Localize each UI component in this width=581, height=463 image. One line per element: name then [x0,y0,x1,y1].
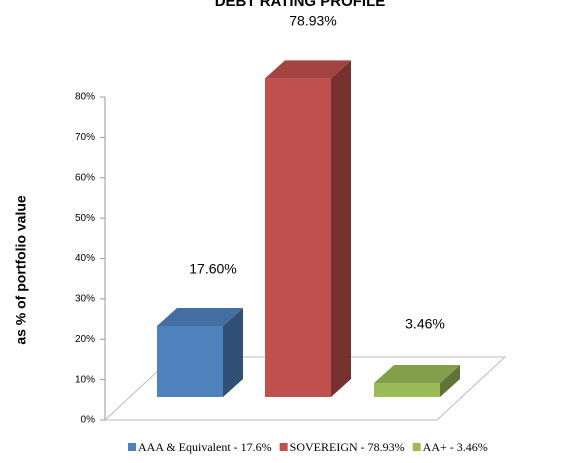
floor [103,356,507,421]
bar [265,60,351,397]
y-tick-label: 10% [75,374,95,385]
y-tick-label: 20% [75,334,95,345]
bar-top [374,365,460,384]
bar-side [223,307,243,397]
legend-swatch [412,443,421,451]
y-tick-label: 50% [75,213,95,224]
y-tick-label: 40% [75,253,95,264]
bar-top [265,60,351,79]
bar-front [157,325,223,397]
bar-front [265,78,331,397]
y-tick-label: 60% [75,172,95,183]
bar-front [374,383,440,397]
y-tick-label: 70% [75,132,95,143]
legend-label: SOVEREIGN - 78.93% [290,440,405,454]
bar [157,307,243,397]
bar-side [440,365,460,397]
data-label: 78.93% [289,13,336,29]
y-tick-label: 30% [75,294,95,305]
data-label: 17.60% [189,261,236,277]
legend-label: AA+ - 3.46% [423,440,488,454]
bar-side [331,60,351,397]
y-tick-label: 80% [75,92,95,103]
y-tick-label: 0% [81,415,96,426]
legend-swatch [128,443,136,451]
data-label: 3.46% [405,316,445,332]
chart-title: DEBT RATING PROFILE [215,0,386,10]
legend-label: AAA & Equivalent - 17.6% [138,440,272,454]
bar-top [157,307,243,326]
bar [374,365,460,397]
y-axis-label: as % of portfolio value [13,195,29,345]
legend-swatch [279,443,288,451]
